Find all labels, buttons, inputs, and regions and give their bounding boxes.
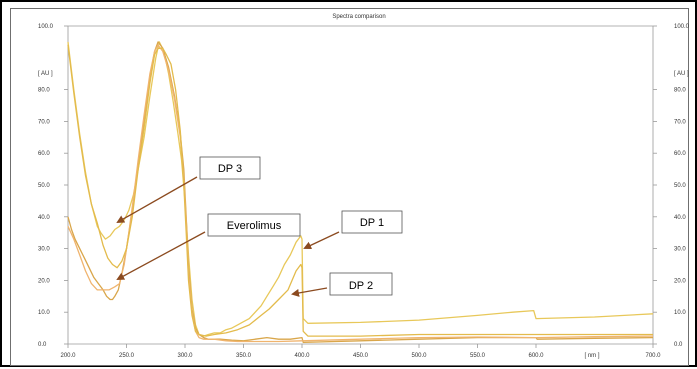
- x-tick-label: 400.0: [294, 353, 310, 359]
- callout-box-dp3: [199, 156, 261, 180]
- x-tick-label: 350.0: [236, 353, 252, 359]
- callout-label-dp1: DP 1: [360, 217, 384, 229]
- x-axis-unit: [ nm ]: [584, 353, 599, 359]
- y-tick-label-left: 40.0: [38, 215, 50, 221]
- callout-label-dp3: DP 3: [218, 163, 242, 175]
- series-group: [67, 41, 654, 344]
- y-tick-label-right: 0.0: [674, 342, 683, 348]
- y-axis-unit-left: [ AU ]: [38, 71, 53, 77]
- x-tick-label: 500.0: [411, 353, 427, 359]
- x-tick-label: 600.0: [528, 353, 544, 359]
- y-tick-label-left: 10.0: [38, 310, 50, 316]
- y-tick-label-right: 30.0: [674, 247, 686, 253]
- x-tick-label: 300.0: [177, 353, 193, 359]
- y-tick-label-right: 80.0: [674, 88, 686, 94]
- callout-arrow-dp3: [116, 176, 198, 223]
- y-tick-label-right: 20.0: [674, 278, 686, 284]
- y-tick-label-left: 100.0: [38, 24, 54, 30]
- y-tick-label-right: 70.0: [674, 119, 686, 125]
- callout-arrow-dp1: [303, 231, 340, 250]
- y-tick-label-right: 60.0: [674, 151, 686, 157]
- callouts: DP 3 Everolimus DP 1 DP 2: [116, 156, 403, 297]
- y-tick-label-right: 10.0: [674, 310, 686, 316]
- chart-title: Spectra comparison: [332, 14, 385, 20]
- y-tick-label-right: 100.0: [674, 24, 690, 30]
- x-tick-label: 250.0: [119, 353, 135, 359]
- callout-arrow-everolimus: [116, 231, 206, 280]
- callout-box-everolimus: [207, 213, 301, 237]
- callout-box-dp2: [329, 272, 393, 296]
- callout-label-dp2: DP 2: [349, 280, 373, 292]
- y-tick-label-left: 30.0: [38, 247, 50, 253]
- callout-box-dp1: [341, 210, 403, 234]
- chart-panel: [10, 8, 689, 366]
- y-tick-label-left: 50.0: [38, 183, 50, 189]
- x-tick-label: 700.0: [645, 353, 661, 359]
- spectrum-line-2: [67, 41, 654, 344]
- spectrum-line-4: [67, 45, 653, 337]
- x-tick-label: 450.0: [353, 353, 369, 359]
- y-tick-label-left: 0.0: [38, 342, 47, 348]
- y-tick-label-left: 60.0: [38, 151, 50, 157]
- callout-arrow-dp2: [291, 287, 328, 297]
- y-tick-label-left: 20.0: [38, 278, 50, 284]
- y-tick-label-right: 50.0: [674, 183, 686, 189]
- axis-ticks: 200.0 250.0 300.0 350.0 400.0 450.0 500.0 550.0…: [38, 24, 690, 359]
- y-tick-label-right: 40.0: [674, 215, 686, 221]
- callout-label-everolimus: Everolimus: [227, 220, 282, 232]
- y-axis-unit-right: [ AU ]: [674, 71, 689, 77]
- y-tick-label-left: 80.0: [38, 88, 50, 94]
- spectrum-line-3: [67, 44, 654, 343]
- y-tick-label-left: 70.0: [38, 119, 50, 125]
- x-tick-label: 200.0: [60, 353, 76, 359]
- x-tick-label: 550.0: [470, 353, 486, 359]
